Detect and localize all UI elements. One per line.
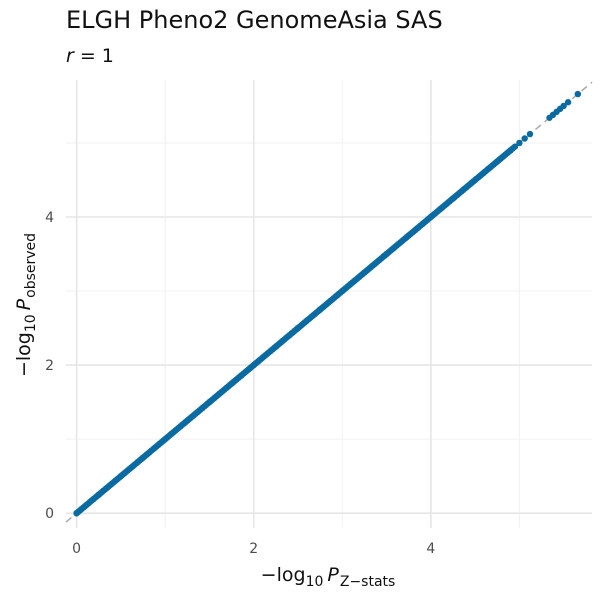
chart-subtitle: r = 1 bbox=[66, 45, 114, 67]
y-axis-label: −log10 Pobserved bbox=[13, 233, 39, 377]
data-point bbox=[161, 435, 169, 443]
y-tick-label: 4 bbox=[45, 210, 54, 226]
y-axis-label-var: P bbox=[13, 298, 35, 310]
data-point bbox=[339, 287, 346, 295]
y-axis-label-prefix: −log bbox=[13, 332, 35, 377]
data-point bbox=[560, 102, 567, 110]
data-point bbox=[316, 306, 324, 313]
x-axis-label: −log10 PZ−stats bbox=[261, 564, 396, 590]
data-point bbox=[449, 195, 457, 202]
data-point bbox=[206, 398, 213, 406]
major-gridlines bbox=[66, 80, 592, 528]
data-point bbox=[272, 343, 280, 350]
data-point bbox=[494, 158, 501, 165]
data-point bbox=[383, 250, 390, 258]
data-point bbox=[294, 324, 302, 332]
x-axis-label-sub: Z−stats bbox=[340, 574, 395, 590]
data-point bbox=[564, 99, 572, 106]
data-points bbox=[73, 90, 582, 517]
data-point bbox=[471, 176, 479, 184]
data-point bbox=[405, 232, 412, 239]
x-tick-label: 4 bbox=[426, 541, 435, 557]
data-point bbox=[139, 454, 147, 461]
y-axis-label-sub: observed bbox=[23, 233, 39, 298]
y-axis-label-base: 10 bbox=[23, 314, 39, 332]
data-point bbox=[427, 213, 435, 221]
data-point bbox=[250, 361, 257, 369]
x-tick-label: 0 bbox=[72, 541, 81, 557]
data-point bbox=[95, 491, 102, 498]
subtitle-equation: = 1 bbox=[73, 45, 114, 67]
data-point bbox=[521, 135, 528, 142]
x-axis-label-base: 10 bbox=[306, 574, 324, 590]
data-point bbox=[73, 509, 80, 517]
x-axis-ticks: 0 2 4 bbox=[72, 541, 435, 557]
data-point bbox=[574, 90, 582, 98]
y-tick-label: 0 bbox=[45, 506, 54, 522]
data-point bbox=[507, 147, 514, 154]
x-axis-label-prefix: −log bbox=[261, 564, 306, 586]
data-point bbox=[184, 417, 191, 424]
minor-gridlines bbox=[66, 80, 592, 528]
x-axis-label-var: P bbox=[327, 564, 339, 586]
subtitle-variable: r bbox=[66, 45, 74, 67]
y-axis-ticks: 0 2 4 bbox=[45, 210, 54, 522]
data-point bbox=[117, 472, 125, 480]
x-tick-label: 2 bbox=[249, 541, 258, 557]
data-point bbox=[511, 143, 519, 150]
y-tick-label: 2 bbox=[45, 358, 54, 374]
data-point bbox=[526, 130, 534, 138]
data-point bbox=[228, 380, 235, 387]
data-point bbox=[516, 139, 523, 147]
chart-title: ELGH Pheno2 GenomeAsia SAS bbox=[66, 6, 443, 34]
data-point bbox=[361, 269, 368, 276]
